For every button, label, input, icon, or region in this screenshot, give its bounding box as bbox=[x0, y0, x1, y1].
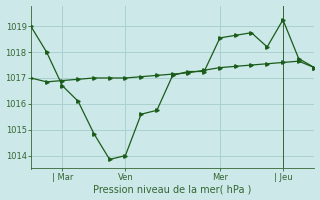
X-axis label: Pression niveau de la mer( hPa ): Pression niveau de la mer( hPa ) bbox=[93, 184, 252, 194]
